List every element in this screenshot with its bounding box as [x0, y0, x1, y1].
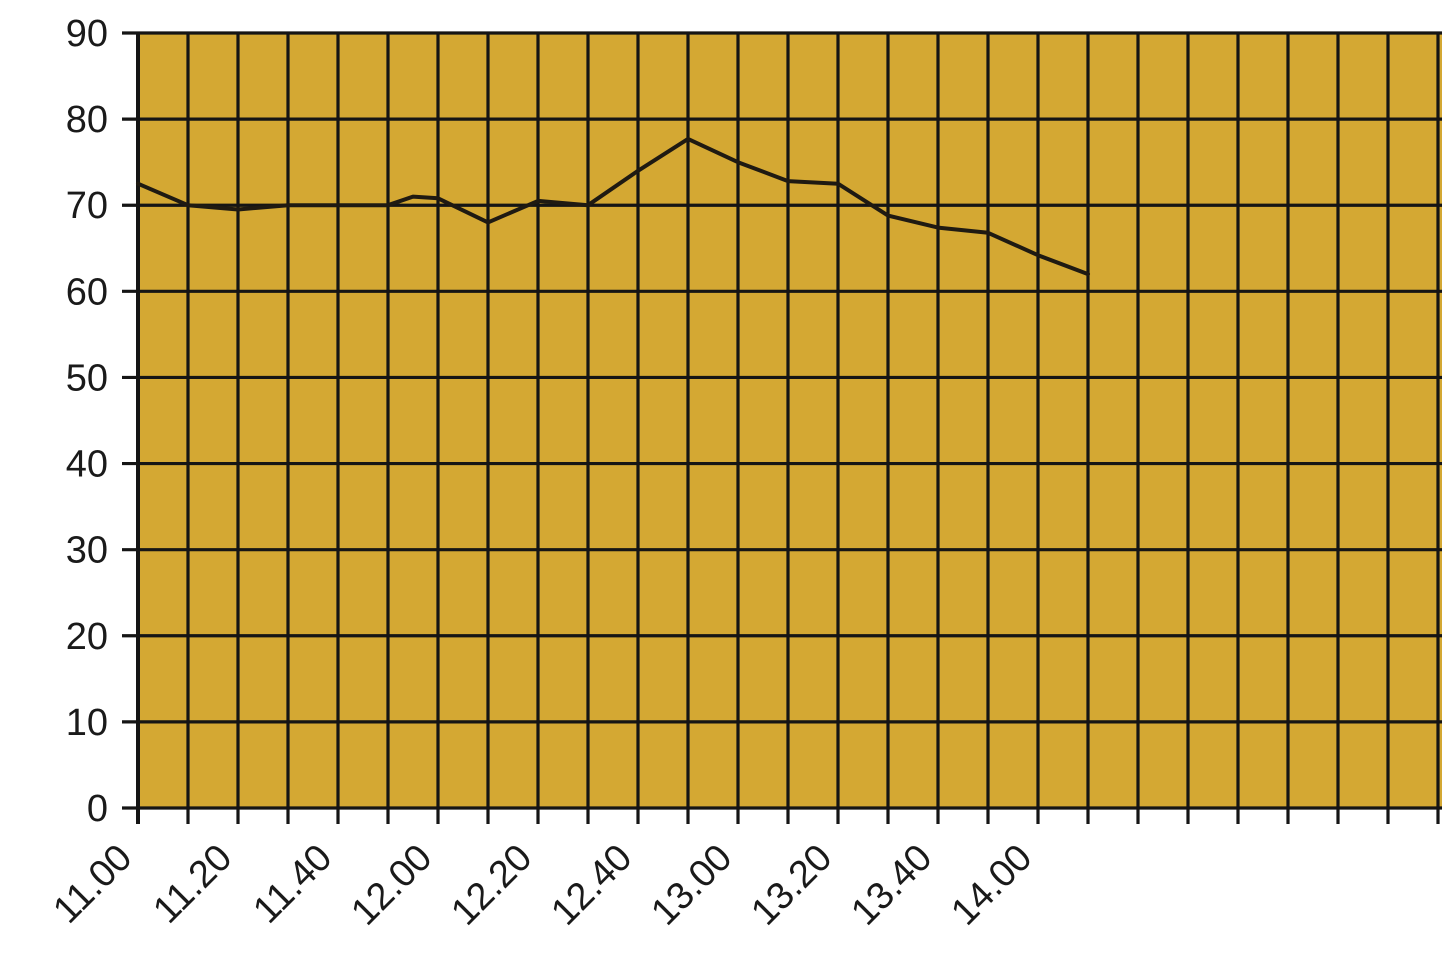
x-tick-label-1: 11.20: [145, 837, 240, 932]
y-tick-label-90: 90: [66, 13, 108, 55]
series-line-0: [136, 136, 1090, 277]
y-tick-label-70: 70: [66, 185, 108, 227]
y-tick-label-40: 40: [66, 444, 108, 486]
x-tick-label-8: 13.40: [843, 837, 940, 934]
plot-area: [138, 33, 1442, 808]
x-tick-label-7: 13.20: [743, 837, 840, 934]
y-tick-label-0: 0: [87, 788, 108, 830]
y-tick-label-80: 80: [66, 99, 108, 141]
y-tick-label-60: 60: [66, 271, 108, 313]
x-tick-label-2: 11.40: [245, 837, 340, 932]
y-tick-label-30: 30: [66, 530, 108, 572]
y-tick-label-20: 20: [66, 616, 108, 658]
x-tick-label-6: 13.00: [643, 837, 740, 934]
x-tick-label-3: 12.00: [343, 837, 440, 934]
x-tick-label-5: 12.40: [543, 837, 640, 934]
x-tick-label-9: 14.00: [943, 837, 1040, 934]
y-tick-label-50: 50: [66, 357, 108, 399]
x-tick-label-4: 12.20: [443, 837, 540, 934]
x-tick-label-0: 11.00: [45, 837, 140, 932]
y-tick-label-10: 10: [66, 702, 108, 744]
